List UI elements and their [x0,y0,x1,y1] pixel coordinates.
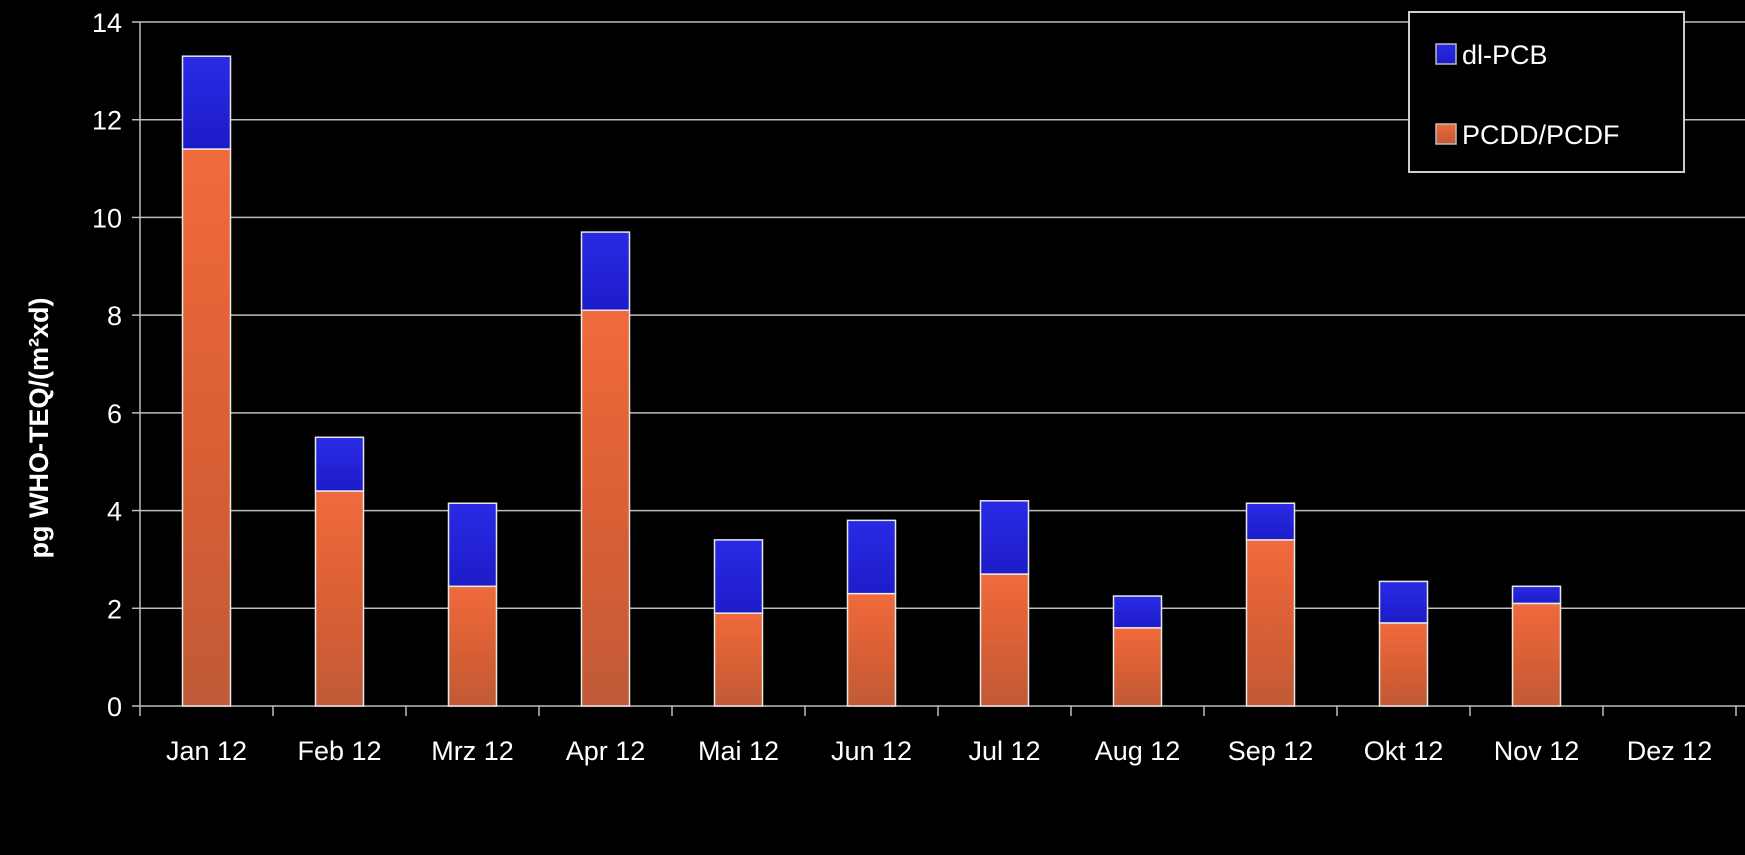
legend-label-dl-pcb: dl-PCB [1462,40,1548,70]
legend-swatch-dl-pcb [1435,43,1457,65]
x-tick-label: Mrz 12 [431,736,514,766]
bar-pcdd-pcdf-nov-12 [1511,602,1562,707]
bar-pcdd-pcdf-jun-12 [846,592,897,707]
bar-dl-pcb-apr-12 [580,231,631,312]
y-tick-label: 10 [92,203,122,233]
bar-pcdd-pcdf-sep-12 [1245,539,1296,707]
bar-pcdd-pcdf-apr-12 [580,309,631,707]
y-tick-labels: 0 2 4 6 8 10 12 14 [92,8,122,722]
x-tick-label: Feb 12 [297,736,381,766]
bar-pcdd-pcdf-feb-12 [314,490,365,707]
legend-swatch-pcdd-pcdf [1435,123,1457,145]
bar-dl-pcb-nov-12 [1511,585,1562,605]
bar-dl-pcb-jul-12 [979,500,1030,575]
y-tick-label: 8 [107,301,122,331]
bar-dl-pcb-sep-12 [1245,502,1296,541]
legend-label-pcdd-pcdf: PCDD/PCDF [1462,120,1620,150]
x-tick-label: Jul 12 [968,736,1040,766]
bars [181,55,1562,707]
y-axis-label: pg WHO-TEQ/(m²xd) [24,298,54,559]
axes [132,21,1745,716]
y-tick-label: 12 [92,106,122,136]
bar-pcdd-pcdf-jul-12 [979,573,1030,707]
bar-dl-pcb-feb-12 [314,436,365,492]
legend-box [1408,11,1685,173]
bar-pcdd-pcdf-mai-12 [713,612,764,707]
y-tick-label: 2 [107,594,122,624]
bar-pcdd-pcdf-mrz-12 [447,585,498,707]
x-tick-label: Apr 12 [566,736,646,766]
bar-pcdd-pcdf-jan-12 [181,148,232,707]
bar-dl-pcb-mai-12 [713,539,764,614]
y-tick-label: 4 [107,497,122,527]
x-tick-label: Sep 12 [1228,736,1314,766]
bar-pcdd-pcdf-okt-12 [1378,622,1429,707]
bar-pcdd-pcdf-aug-12 [1112,627,1163,707]
x-tick-label: Jun 12 [831,736,912,766]
x-tick-label: Dez 12 [1627,736,1713,766]
y-tick-label: 6 [107,399,122,429]
x-tick-label: Okt 12 [1364,736,1444,766]
x-tick-label: Aug 12 [1095,736,1181,766]
bar-dl-pcb-jan-12 [181,55,232,150]
x-tick-label: Nov 12 [1494,736,1580,766]
gridlines [140,21,1745,610]
bar-dl-pcb-okt-12 [1378,580,1429,624]
x-tick-labels: Jan 12 Feb 12 Mrz 12 Apr 12 Mai 12 Jun 12 Jul … [166,736,1712,766]
bar-dl-pcb-aug-12 [1112,595,1163,629]
x-tick-label: Mai 12 [698,736,779,766]
bar-dl-pcb-mrz-12 [447,502,498,588]
x-tick-label: Jan 12 [166,736,247,766]
y-tick-label: 0 [107,692,122,722]
legend: dl-PCB PCDD/PCDF [1408,11,1685,173]
bar-dl-pcb-jun-12 [846,519,897,595]
y-tick-label: 14 [92,8,122,38]
